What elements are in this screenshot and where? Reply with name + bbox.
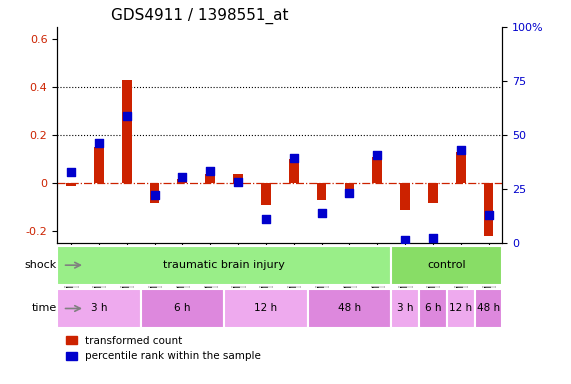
- Point: [428, 235, 437, 241]
- Point: [289, 155, 298, 161]
- FancyBboxPatch shape: [447, 289, 475, 328]
- Text: 6 h: 6 h: [425, 303, 441, 313]
- FancyBboxPatch shape: [419, 289, 447, 328]
- FancyBboxPatch shape: [57, 246, 391, 285]
- FancyBboxPatch shape: [224, 289, 308, 328]
- Text: 48 h: 48 h: [338, 303, 361, 313]
- Bar: [484, 183, 493, 236]
- Point: [178, 174, 187, 180]
- Bar: [400, 183, 410, 210]
- Point: [317, 210, 326, 216]
- Point: [122, 113, 131, 119]
- FancyBboxPatch shape: [140, 289, 224, 328]
- Bar: [150, 183, 159, 203]
- Bar: [66, 183, 76, 186]
- Point: [345, 190, 354, 196]
- Point: [400, 237, 409, 243]
- Bar: [233, 174, 243, 183]
- Point: [262, 215, 271, 222]
- Point: [66, 169, 75, 175]
- FancyBboxPatch shape: [391, 289, 419, 328]
- Bar: [178, 179, 187, 183]
- Text: GDS4911 / 1398551_at: GDS4911 / 1398551_at: [111, 8, 288, 24]
- Text: 12 h: 12 h: [254, 303, 278, 313]
- Bar: [344, 183, 354, 198]
- Point: [456, 147, 465, 154]
- Point: [484, 212, 493, 218]
- Text: control: control: [428, 260, 466, 270]
- Bar: [428, 183, 438, 203]
- Bar: [122, 80, 131, 183]
- FancyBboxPatch shape: [57, 289, 140, 328]
- Bar: [317, 183, 327, 200]
- Legend: transformed count, percentile rank within the sample: transformed count, percentile rank withi…: [62, 332, 266, 366]
- Bar: [94, 147, 104, 183]
- Point: [94, 140, 103, 146]
- Bar: [206, 174, 215, 183]
- Text: 48 h: 48 h: [477, 303, 500, 313]
- FancyBboxPatch shape: [308, 289, 391, 328]
- Text: 3 h: 3 h: [91, 303, 107, 313]
- Text: 12 h: 12 h: [449, 303, 472, 313]
- FancyBboxPatch shape: [475, 289, 502, 328]
- Text: traumatic brain injury: traumatic brain injury: [163, 260, 285, 270]
- Text: shock: shock: [25, 260, 57, 270]
- Point: [150, 192, 159, 198]
- Bar: [261, 183, 271, 205]
- FancyBboxPatch shape: [391, 246, 502, 285]
- Text: 6 h: 6 h: [174, 303, 191, 313]
- Point: [234, 179, 243, 185]
- Text: 3 h: 3 h: [397, 303, 413, 313]
- Bar: [372, 157, 382, 183]
- Bar: [289, 159, 299, 183]
- Text: time: time: [32, 303, 57, 313]
- Point: [373, 152, 382, 158]
- Bar: [456, 152, 465, 183]
- Point: [206, 168, 215, 174]
